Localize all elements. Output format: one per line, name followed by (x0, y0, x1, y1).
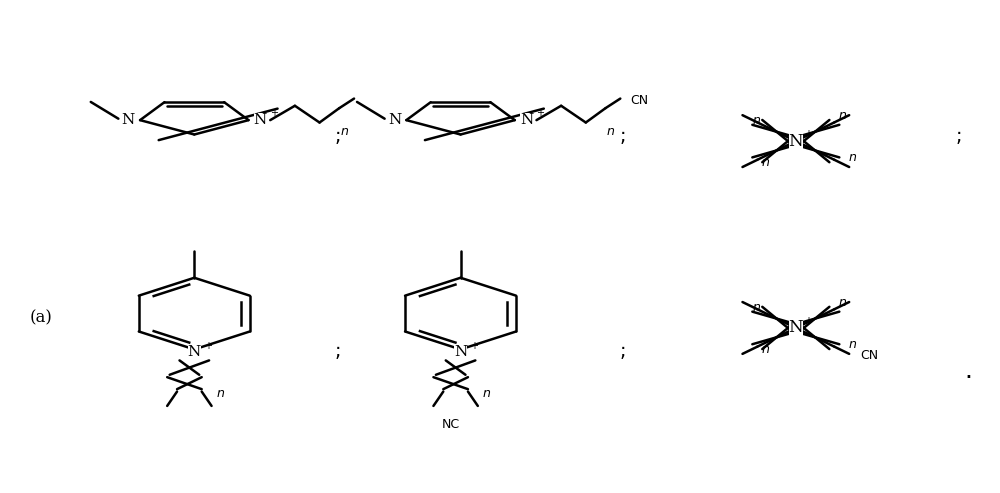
Text: N: N (388, 113, 401, 127)
Text: CN: CN (860, 349, 878, 361)
Text: n: n (216, 387, 224, 400)
Text: n: n (752, 114, 760, 127)
Text: N: N (789, 133, 803, 149)
Text: N: N (789, 319, 803, 336)
Text: ;: ; (334, 343, 341, 361)
Text: .: . (964, 359, 972, 383)
Text: n: n (839, 296, 847, 309)
Text: n: n (762, 343, 770, 356)
Text: n: n (752, 301, 760, 314)
Text: ;: ; (620, 343, 627, 361)
Text: +: + (804, 129, 812, 139)
Text: ;: ; (955, 127, 962, 146)
Text: +: + (270, 108, 278, 118)
Text: n: n (848, 338, 856, 351)
Text: NC: NC (442, 418, 460, 431)
Text: CN: CN (630, 95, 648, 107)
Text: +: + (536, 108, 544, 118)
Text: N: N (122, 113, 135, 127)
Text: ;: ; (334, 127, 341, 146)
Text: +: + (470, 341, 478, 351)
Text: N: N (520, 113, 533, 127)
Text: n: n (848, 151, 856, 164)
Text: n: n (839, 109, 847, 122)
Text: n: n (762, 156, 770, 169)
Text: n: n (483, 387, 491, 400)
Text: +: + (204, 341, 212, 351)
Text: ;: ; (620, 127, 627, 146)
Text: N: N (454, 345, 467, 359)
Text: +: + (804, 316, 812, 325)
Text: N: N (254, 113, 267, 127)
Text: (a): (a) (30, 310, 53, 327)
Text: n: n (340, 125, 348, 138)
Text: n: n (607, 125, 614, 138)
Text: N: N (188, 345, 201, 359)
